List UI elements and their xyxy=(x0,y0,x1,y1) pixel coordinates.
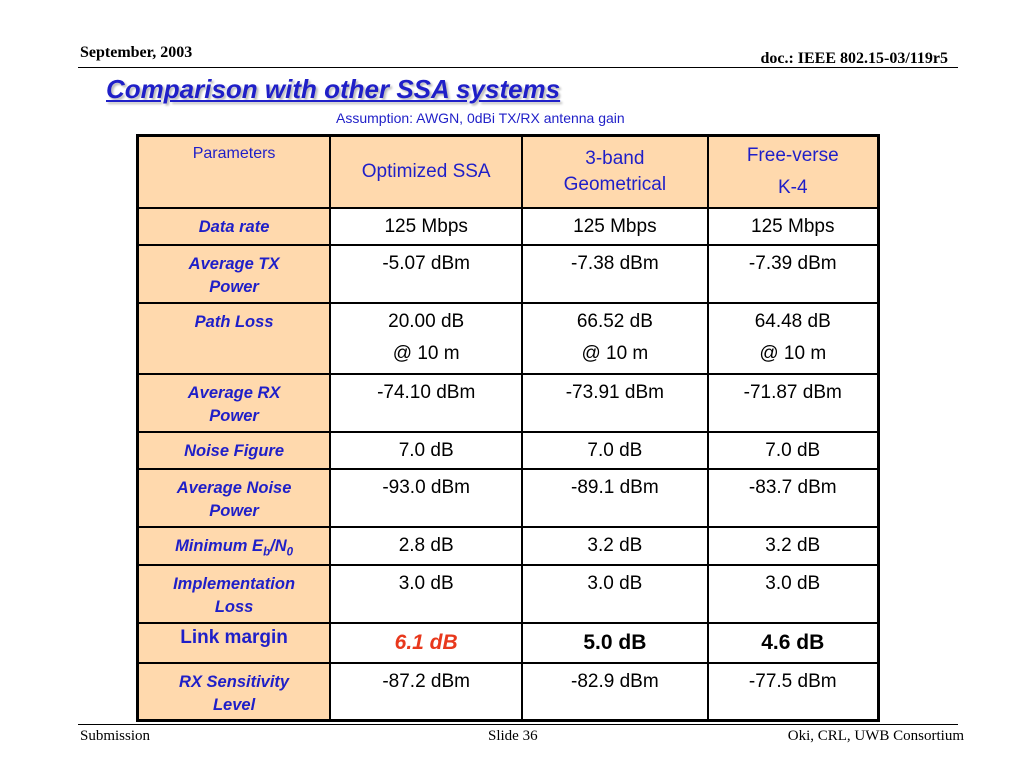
row-value: 3.0 dB xyxy=(706,563,880,624)
label-part: Minimum E xyxy=(175,536,264,555)
header-cell-optimized-ssa: Optimized SSA xyxy=(329,134,524,209)
row-value: 2.8 dB xyxy=(329,525,524,566)
value-line2: @ 10 m xyxy=(581,342,649,364)
header-line1: 3-band xyxy=(585,147,645,169)
row-label: RX Sensitivity Level xyxy=(136,661,332,722)
row-value: -87.2 dBm xyxy=(329,661,524,722)
footer-rule xyxy=(78,724,958,725)
row-value: -74.10 dBm xyxy=(329,372,524,433)
table-row-implementation-loss: Implementation Loss 3.0 dB 3.0 dB 3.0 dB xyxy=(136,563,880,624)
row-value: -89.1 dBm xyxy=(521,467,709,528)
row-value: -71.87 dBm xyxy=(706,372,880,433)
label-subscript: b xyxy=(263,545,271,558)
header-cell-3-band: 3-band Geometrical xyxy=(521,134,709,209)
header-doc-id: doc.: IEEE 802.15-03/119r5 xyxy=(760,50,948,67)
table-row-link-margin: Link margin 6.1 dB 5.0 dB 4.6 dB xyxy=(136,621,880,664)
header-line2: Geometrical xyxy=(563,173,667,195)
row-value: 125 Mbps xyxy=(706,206,880,246)
row-value: -83.7 dBm xyxy=(706,467,880,528)
table-row-path-loss: Path Loss 20.00 dB @ 10 m 66.52 dB @ 10 … xyxy=(136,301,880,375)
header-line1: Optimized SSA xyxy=(361,160,491,182)
row-value: 7.0 dB xyxy=(521,430,709,470)
header-rule xyxy=(78,67,958,68)
row-value: -7.38 dBm xyxy=(521,243,709,304)
header-line2: K-4 xyxy=(777,176,808,198)
value-line1: 64.48 dB xyxy=(754,310,831,332)
value-line1: 20.00 dB xyxy=(388,310,465,332)
slide-subtitle: Assumption: AWGN, 0dBi TX/RX antenna gai… xyxy=(336,110,625,126)
row-value: 4.6 dB xyxy=(706,621,880,664)
table-header-row: Parameters Optimized SSA 3-band Geometri… xyxy=(136,134,880,209)
row-label: Average Noise Power xyxy=(136,467,332,528)
row-value: -7.39 dBm xyxy=(706,243,880,304)
row-value: 125 Mbps xyxy=(329,206,524,246)
row-label: Average TX Power xyxy=(136,243,332,304)
row-value: 66.52 dB @ 10 m xyxy=(521,301,709,375)
header-date: September, 2003 xyxy=(80,44,193,61)
table-row-average-tx-power: Average TX Power -5.07 dBm -7.38 dBm -7.… xyxy=(136,243,880,304)
table-row-noise-figure: Noise Figure 7.0 dB 7.0 dB 7.0 dB xyxy=(136,430,880,470)
value-line1: 66.52 dB xyxy=(576,310,653,332)
row-value: 3.0 dB xyxy=(521,563,709,624)
table-row-minimum-eb-n0: Minimum Eb/N0 2.8 dB 3.2 dB 3.2 dB xyxy=(136,525,880,566)
row-value: -73.91 dBm xyxy=(521,372,709,433)
label-subscript: 0 xyxy=(286,545,294,558)
table-row-average-rx-power: Average RX Power -74.10 dBm -73.91 dBm -… xyxy=(136,372,880,433)
row-value: 7.0 dB xyxy=(329,430,524,470)
row-value: -82.9 dBm xyxy=(521,661,709,722)
value-line2: @ 10 m xyxy=(392,342,460,364)
table-row-data-rate: Data rate 125 Mbps 125 Mbps 125 Mbps xyxy=(136,206,880,246)
footer-organization: Oki, CRL, UWB Consortium xyxy=(787,728,964,744)
row-value: 7.0 dB xyxy=(706,430,880,470)
row-value: 3.2 dB xyxy=(706,525,880,566)
table-row-average-noise-power: Average Noise Power -93.0 dBm -89.1 dBm … xyxy=(136,467,880,528)
row-value: 64.48 dB @ 10 m xyxy=(706,301,880,375)
row-value: 125 Mbps xyxy=(521,206,709,246)
header-cell-free-verse: Free-verse K-4 xyxy=(706,134,880,209)
row-value: 20.00 dB @ 10 m xyxy=(329,301,524,375)
row-value: 3.0 dB xyxy=(329,563,524,624)
header-cell-parameters: Parameters xyxy=(136,134,332,209)
row-label: Link margin xyxy=(136,621,332,664)
row-value-highlight: 6.1 dB xyxy=(329,621,524,664)
header-line1: Free-verse xyxy=(746,144,839,166)
row-label: Average RX Power xyxy=(136,372,332,433)
row-label: Data rate xyxy=(136,206,332,246)
row-label: Minimum Eb/N0 xyxy=(136,525,332,566)
footer-submission: Submission xyxy=(80,728,151,744)
row-label: Path Loss xyxy=(136,301,332,375)
slide-title: Comparison with other SSA systems xyxy=(106,74,561,104)
row-value: 5.0 dB xyxy=(521,621,709,664)
row-label: Implementation Loss xyxy=(136,563,332,624)
row-value: -77.5 dBm xyxy=(706,661,880,722)
row-label: Noise Figure xyxy=(136,430,332,470)
footer-slide-number: Slide 36 xyxy=(488,728,538,744)
row-value: 3.2 dB xyxy=(521,525,709,566)
label-part: /N xyxy=(270,536,287,555)
comparison-table: Parameters Optimized SSA 3-band Geometri… xyxy=(136,134,880,723)
value-line2: @ 10 m xyxy=(759,342,827,364)
row-value: -93.0 dBm xyxy=(329,467,524,528)
row-value: -5.07 dBm xyxy=(329,243,524,304)
table-row-rx-sensitivity-level: RX Sensitivity Level -87.2 dBm -82.9 dBm… xyxy=(136,661,880,722)
